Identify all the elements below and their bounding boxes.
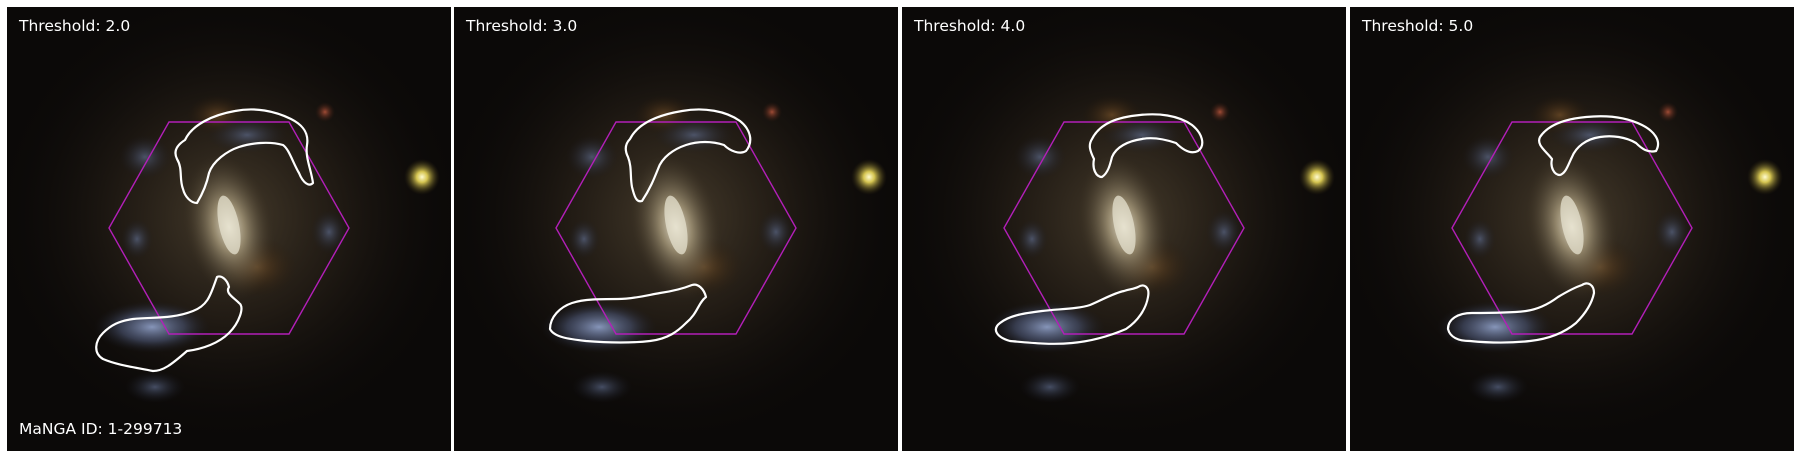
spiral-arm-knot: [1014, 135, 1066, 179]
galaxy-bar: [1560, 195, 1584, 255]
threshold-label: Threshold: 5.0: [1362, 17, 1474, 35]
spiral-arm-contour: [1088, 113, 1204, 179]
threshold-label: Threshold: 2.0: [19, 17, 131, 35]
galaxy-bar: [1112, 195, 1136, 255]
threshold-label: Threshold: 4.0: [914, 17, 1026, 35]
spiral-arm-knot: [1550, 117, 1630, 153]
galaxy-id-label: MaNGA ID: 1-299713: [19, 420, 183, 438]
red-source: [1658, 102, 1678, 122]
galaxy-image: [902, 7, 1346, 451]
spiral-arm-knot: [125, 371, 185, 403]
spiral-arm-knot: [1206, 210, 1242, 254]
panel-threshold-3: Threshold: 3.0: [454, 7, 898, 451]
panel-threshold-5: Threshold: 5.0: [1350, 7, 1794, 451]
spiral-arm-knot: [566, 135, 618, 179]
foreground-star: [1747, 159, 1783, 195]
spiral-arm-knot: [1464, 219, 1496, 259]
spiral-arm-knot: [1462, 135, 1514, 179]
panel-threshold-2: Threshold: 2.0 MaNGA ID: 1-299713: [7, 7, 451, 451]
spiral-arm-knot: [568, 219, 600, 259]
galaxy-image: [1350, 7, 1794, 451]
ifu-footprint-hexagon: [108, 121, 350, 335]
spiral-arm-knot: [1102, 117, 1182, 153]
red-source: [1210, 102, 1230, 122]
spiral-arm-contour: [548, 283, 708, 344]
foreground-star: [1299, 159, 1335, 195]
foreground-star: [404, 159, 440, 195]
ifu-footprint-hexagon: [1003, 121, 1245, 335]
spiral-arm-knot: [207, 117, 287, 153]
galaxy-image: [7, 7, 451, 451]
galaxy-bar: [217, 195, 241, 255]
spiral-arm-knot: [758, 210, 794, 254]
red-source: [315, 102, 335, 122]
spiral-arm-contour: [1446, 282, 1596, 344]
spiral-arm-knot: [572, 371, 632, 403]
red-source: [762, 102, 782, 122]
foreground-star: [851, 159, 887, 195]
spiral-arm-knot: [1468, 371, 1528, 403]
spiral-arm-contour: [174, 108, 315, 205]
spiral-arm-knot: [1016, 219, 1048, 259]
spiral-arm-knot: [654, 117, 734, 153]
spiral-arm-knot: [541, 301, 657, 353]
spiral-arm-contour: [994, 284, 1150, 345]
galaxy-bar: [664, 195, 688, 255]
galaxy-image: [454, 7, 898, 451]
spiral-arm-knot: [1654, 210, 1690, 254]
spiral-arm-knot: [311, 210, 347, 254]
spiral-arm-contour: [95, 275, 243, 373]
spiral-arm-knot: [119, 135, 171, 179]
spiral-arm-knot: [1020, 371, 1080, 403]
spiral-arm-knot: [989, 301, 1105, 353]
ifu-footprint-hexagon: [1451, 121, 1693, 335]
spiral-arm-contour: [1538, 115, 1660, 177]
spiral-arm-contour: [624, 108, 752, 203]
panel-threshold-4: Threshold: 4.0: [902, 7, 1346, 451]
threshold-label: Threshold: 3.0: [466, 17, 578, 35]
ifu-footprint-hexagon: [555, 121, 797, 335]
spiral-arm-knot: [121, 219, 153, 259]
